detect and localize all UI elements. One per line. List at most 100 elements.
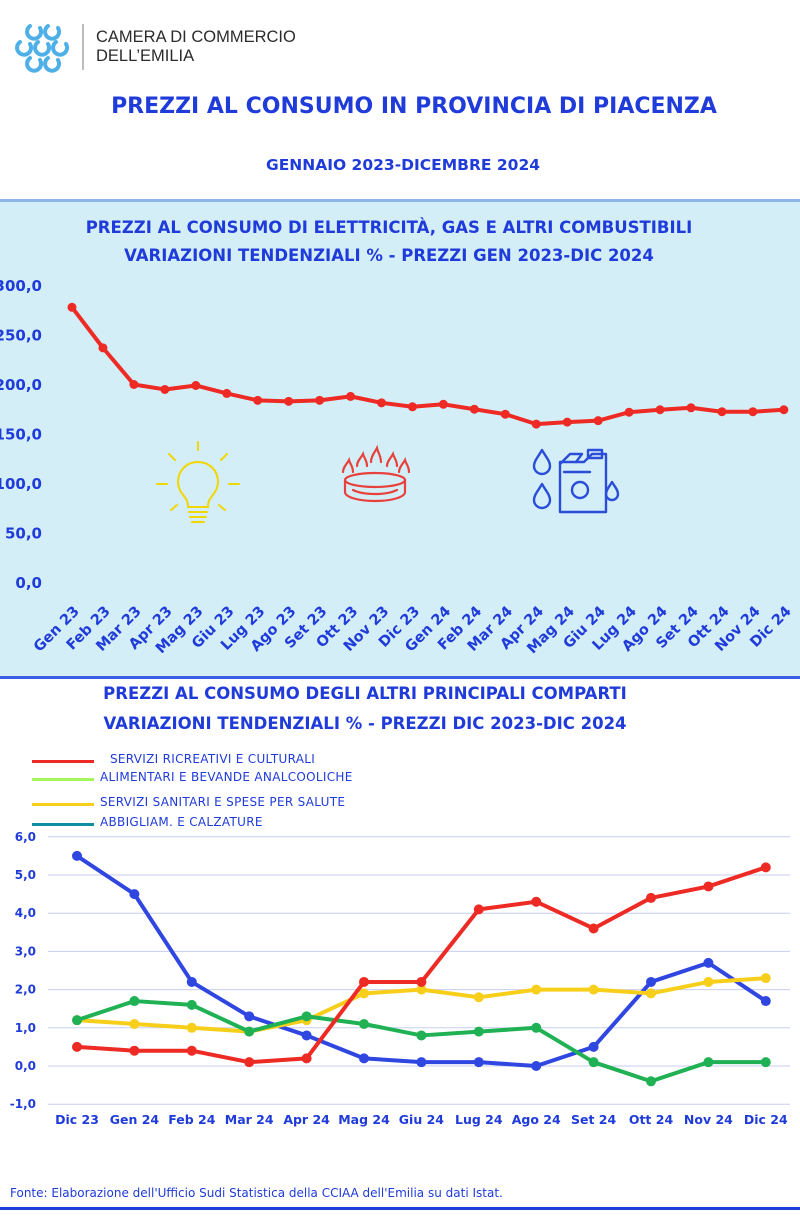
- legend-item: ALIMENTARI E BEVANDE ANALCOOLICHE: [32, 770, 392, 788]
- data-point: [655, 405, 665, 415]
- data-point: [253, 395, 263, 405]
- data-point: [191, 380, 201, 390]
- data-point: [760, 862, 771, 873]
- y-tick-label: 50,0: [5, 525, 42, 543]
- data-point: [284, 396, 294, 406]
- data-point: [588, 1057, 599, 1068]
- y-tick-label: 100,0: [0, 475, 42, 493]
- data-point: [473, 1057, 484, 1068]
- data-point: [531, 1022, 542, 1033]
- x-tick-label: Giu 24: [399, 1112, 444, 1127]
- y-tick-label: 250,0: [0, 327, 42, 345]
- data-point: [72, 850, 82, 861]
- energy-chart-panel: [0, 199, 800, 677]
- data-point: [646, 988, 656, 999]
- data-point: [593, 416, 603, 426]
- data-point: [646, 892, 656, 903]
- data-point: [359, 1018, 369, 1029]
- data-point: [562, 417, 572, 427]
- y-tick-label: -1,0: [10, 1097, 36, 1111]
- x-tick-label: Dic 24: [744, 1112, 788, 1127]
- y-tick-label: 5,0: [15, 868, 36, 882]
- data-point: [72, 1015, 82, 1026]
- chart1-subtitle: VARIAZIONI TENDENZIALI % - PREZZI GEN 20…: [124, 246, 654, 265]
- period-subtitle: GENNAIO 2023-DICEMBRE 2024: [265, 156, 541, 174]
- org-line-1: CAMERA DI COMMERCIO: [96, 28, 296, 46]
- data-point: [186, 1045, 197, 1056]
- data-point: [129, 889, 140, 900]
- data-point: [67, 302, 77, 312]
- data-point: [646, 1076, 656, 1087]
- data-point: [359, 988, 369, 999]
- data-point: [416, 1057, 427, 1068]
- data-point: [760, 996, 771, 1007]
- gas-burner-icon: [341, 444, 411, 503]
- data-point: [703, 957, 714, 968]
- y-tick-label: 1,0: [15, 1021, 36, 1035]
- chart1-title: PREZZI AL CONSUMO DI ELETTRICITÀ, GAS E …: [85, 218, 693, 237]
- legend-item: ABBIGLIAM. E CALZATURE: [32, 815, 392, 833]
- data-point: [686, 403, 696, 413]
- y-tick-label: 200,0: [0, 376, 42, 394]
- x-tick-label: Mag 24: [338, 1112, 390, 1127]
- data-point: [500, 409, 510, 419]
- y-tick-label: 0,0: [15, 574, 42, 592]
- data-point: [160, 384, 170, 394]
- legend-swatch: [32, 760, 94, 763]
- data-point: [186, 976, 197, 987]
- data-point: [186, 999, 197, 1010]
- data-point: [359, 1053, 369, 1064]
- data-point: [703, 881, 714, 892]
- x-tick-label: Ago 24: [512, 1112, 561, 1127]
- organization-name: CAMERA DI COMMERCIO DELL’EMILIA: [96, 28, 296, 66]
- data-point: [469, 404, 479, 414]
- data-point: [346, 391, 356, 401]
- data-point: [473, 904, 484, 915]
- y-tick-label: 3,0: [15, 944, 36, 958]
- y-tick-label: 0,0: [15, 1059, 36, 1073]
- data-point: [438, 399, 448, 409]
- data-point: [624, 407, 634, 417]
- data-point: [717, 407, 727, 417]
- data-point: [416, 984, 427, 995]
- y-tick-label: 2,0: [15, 983, 36, 997]
- data-point: [98, 343, 108, 353]
- data-point: [588, 984, 599, 995]
- x-tick-label: Set 24: [571, 1112, 617, 1127]
- data-point: [588, 1041, 599, 1052]
- x-tick-label: Apr 24: [283, 1112, 330, 1127]
- data-point: [531, 984, 542, 995]
- series-line: [75, 999, 768, 1084]
- data-point: [748, 407, 758, 417]
- series-line: [70, 305, 786, 427]
- legend-label: ALIMENTARI E BEVANDE ANALCOOLICHE: [100, 770, 353, 784]
- data-point: [186, 1022, 197, 1033]
- data-point: [473, 992, 484, 1003]
- x-tick-label: Nov 24: [684, 1112, 733, 1127]
- footer-divider: [0, 1207, 800, 1210]
- chart2-title: PREZZI AL CONSUMO DEGLI ALTRI PRINCIPALI…: [103, 684, 627, 703]
- legend-swatch: [32, 823, 94, 826]
- data-point: [531, 1061, 542, 1071]
- panel-divider: [0, 676, 800, 679]
- data-point: [416, 1030, 427, 1041]
- data-point: [473, 1026, 484, 1037]
- data-point: [407, 402, 417, 412]
- x-tick-label: Mar 24: [225, 1112, 274, 1127]
- org-line-2: DELL’EMILIA: [96, 47, 195, 65]
- data-point: [359, 976, 369, 987]
- data-point: [531, 896, 542, 907]
- data-point: [222, 388, 232, 398]
- fuel-can-icon: [532, 448, 620, 514]
- data-point: [129, 996, 140, 1007]
- data-point: [244, 1026, 255, 1037]
- source-note: Fonte: Elaborazione dell'Ufficio Sudi St…: [10, 1186, 503, 1200]
- y-tick-label: 150,0: [0, 426, 42, 444]
- data-point: [244, 1057, 255, 1068]
- data-point: [588, 923, 599, 934]
- y-tick-label: 6,0: [15, 830, 36, 844]
- data-point: [315, 395, 325, 405]
- logo-separator: [82, 24, 84, 70]
